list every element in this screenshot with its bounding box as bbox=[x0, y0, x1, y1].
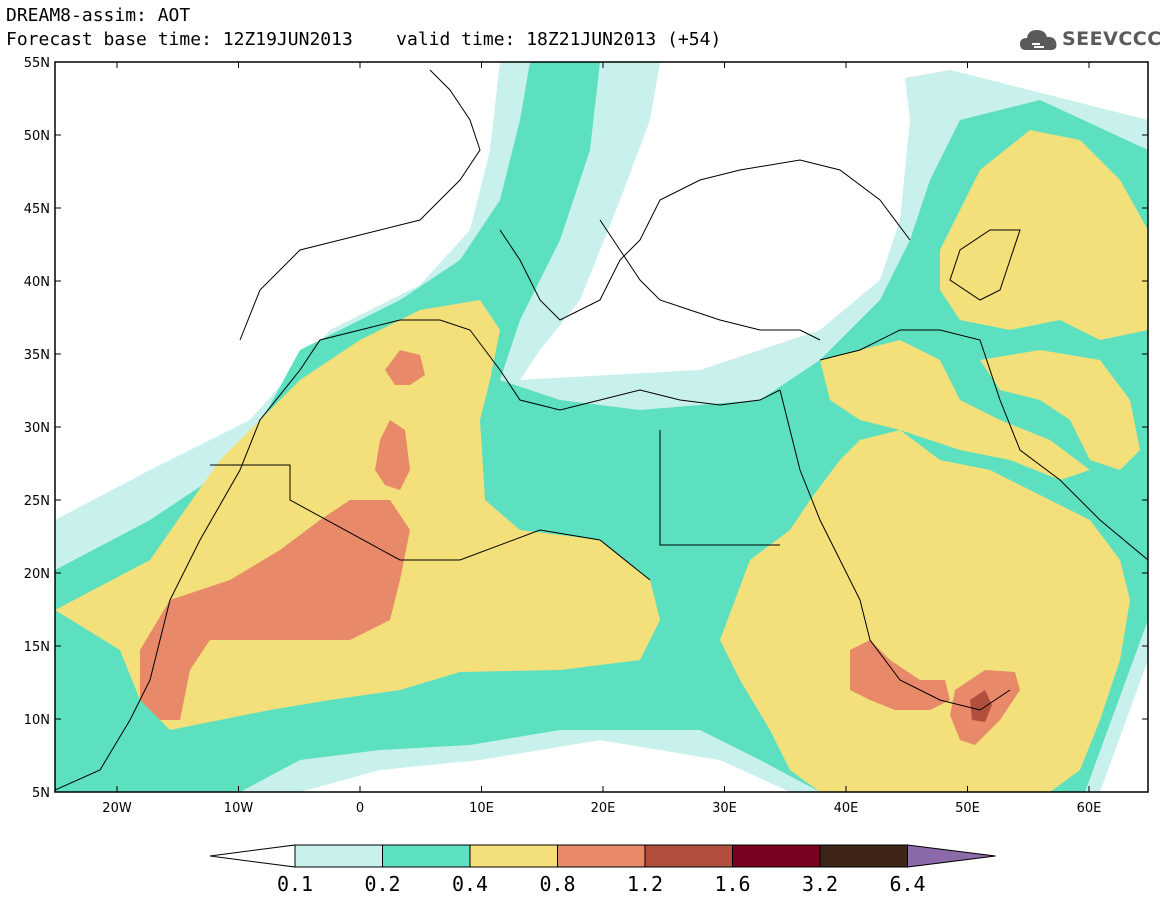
lat-label: 50N bbox=[24, 129, 50, 144]
map-title: DREAM8-assim: AOT bbox=[6, 5, 191, 26]
colorbar-segment bbox=[294, 844, 383, 868]
colorbar-label: 6.4 bbox=[889, 872, 926, 896]
lat-label: 20N bbox=[24, 567, 50, 582]
logo-text: SEEVCCC bbox=[1062, 28, 1162, 50]
aot-band-0.4-arabia bbox=[820, 340, 1090, 480]
colorbar-label: 1.6 bbox=[714, 872, 751, 896]
time-line: Forecast base time: 12Z19JUN2013 valid t… bbox=[6, 30, 721, 50]
lon-label: 50E bbox=[955, 801, 980, 816]
lat-label: 10N bbox=[24, 713, 50, 728]
colorbar-segment bbox=[732, 844, 821, 868]
colorbar-segment bbox=[644, 844, 733, 868]
colorbar-label: 1.2 bbox=[626, 872, 664, 896]
lon-label: 20E bbox=[591, 801, 616, 816]
lon-axis: 20W 10W 0 10E 20E 30E 40E 50E 60E bbox=[102, 62, 1101, 816]
colorbar-label: 3.2 bbox=[801, 872, 839, 896]
colorbar-arrow-low bbox=[209, 844, 296, 868]
colorbar-segment bbox=[469, 844, 558, 868]
colorbar-segment bbox=[382, 844, 471, 868]
lon-label: 40E bbox=[834, 801, 859, 816]
lat-axis: 55N 50N 45N 40N 35N 30N 25N 20N 15N 10N 5N bbox=[24, 56, 1148, 801]
lon-label: 30E bbox=[712, 801, 737, 816]
colorbar-arrow-high bbox=[907, 844, 996, 868]
base-time-label: Forecast base time: bbox=[6, 29, 212, 50]
lat-label: 5N bbox=[32, 786, 50, 801]
aot-band-0.4-east bbox=[720, 430, 1130, 792]
lat-label: 40N bbox=[24, 275, 50, 290]
lon-label: 10W bbox=[224, 801, 254, 816]
lon-label: 20W bbox=[102, 801, 132, 816]
colorbar-label: 0.8 bbox=[539, 872, 576, 896]
lat-label: 30N bbox=[24, 421, 50, 436]
base-time: 12Z19JUN2013 bbox=[222, 29, 353, 50]
lon-label: 10E bbox=[469, 801, 494, 816]
valid-time: 18Z21JUN2013 (+54) bbox=[526, 29, 722, 50]
colorbar-label: 0.2 bbox=[364, 872, 401, 896]
lat-label: 15N bbox=[24, 640, 50, 655]
lat-label: 55N bbox=[24, 56, 50, 71]
lat-label: 35N bbox=[24, 348, 50, 363]
coastlines bbox=[55, 69, 1148, 791]
colorbar-segment bbox=[557, 844, 646, 868]
valid-time-label: valid time: bbox=[396, 29, 516, 50]
lat-label: 45N bbox=[24, 202, 50, 217]
aot-band-0.8-morocco bbox=[385, 350, 425, 385]
lon-label: 0 bbox=[356, 801, 364, 816]
cloud-icon bbox=[1020, 30, 1057, 50]
colorbar-label: 0.4 bbox=[451, 872, 489, 896]
lon-label: 60E bbox=[1077, 801, 1102, 816]
colorbar-label: 0.1 bbox=[276, 872, 314, 896]
colorbar bbox=[209, 844, 996, 868]
aot-band-0.8-west bbox=[140, 500, 410, 720]
colorbar-segment bbox=[819, 844, 908, 868]
aot-band-1.2 bbox=[970, 690, 992, 722]
lat-label: 25N bbox=[24, 494, 50, 509]
aot-band-0.8-north bbox=[375, 420, 410, 490]
aot-band-0.4-iran bbox=[980, 350, 1140, 470]
aot-band-0.4-caspian bbox=[940, 130, 1148, 340]
